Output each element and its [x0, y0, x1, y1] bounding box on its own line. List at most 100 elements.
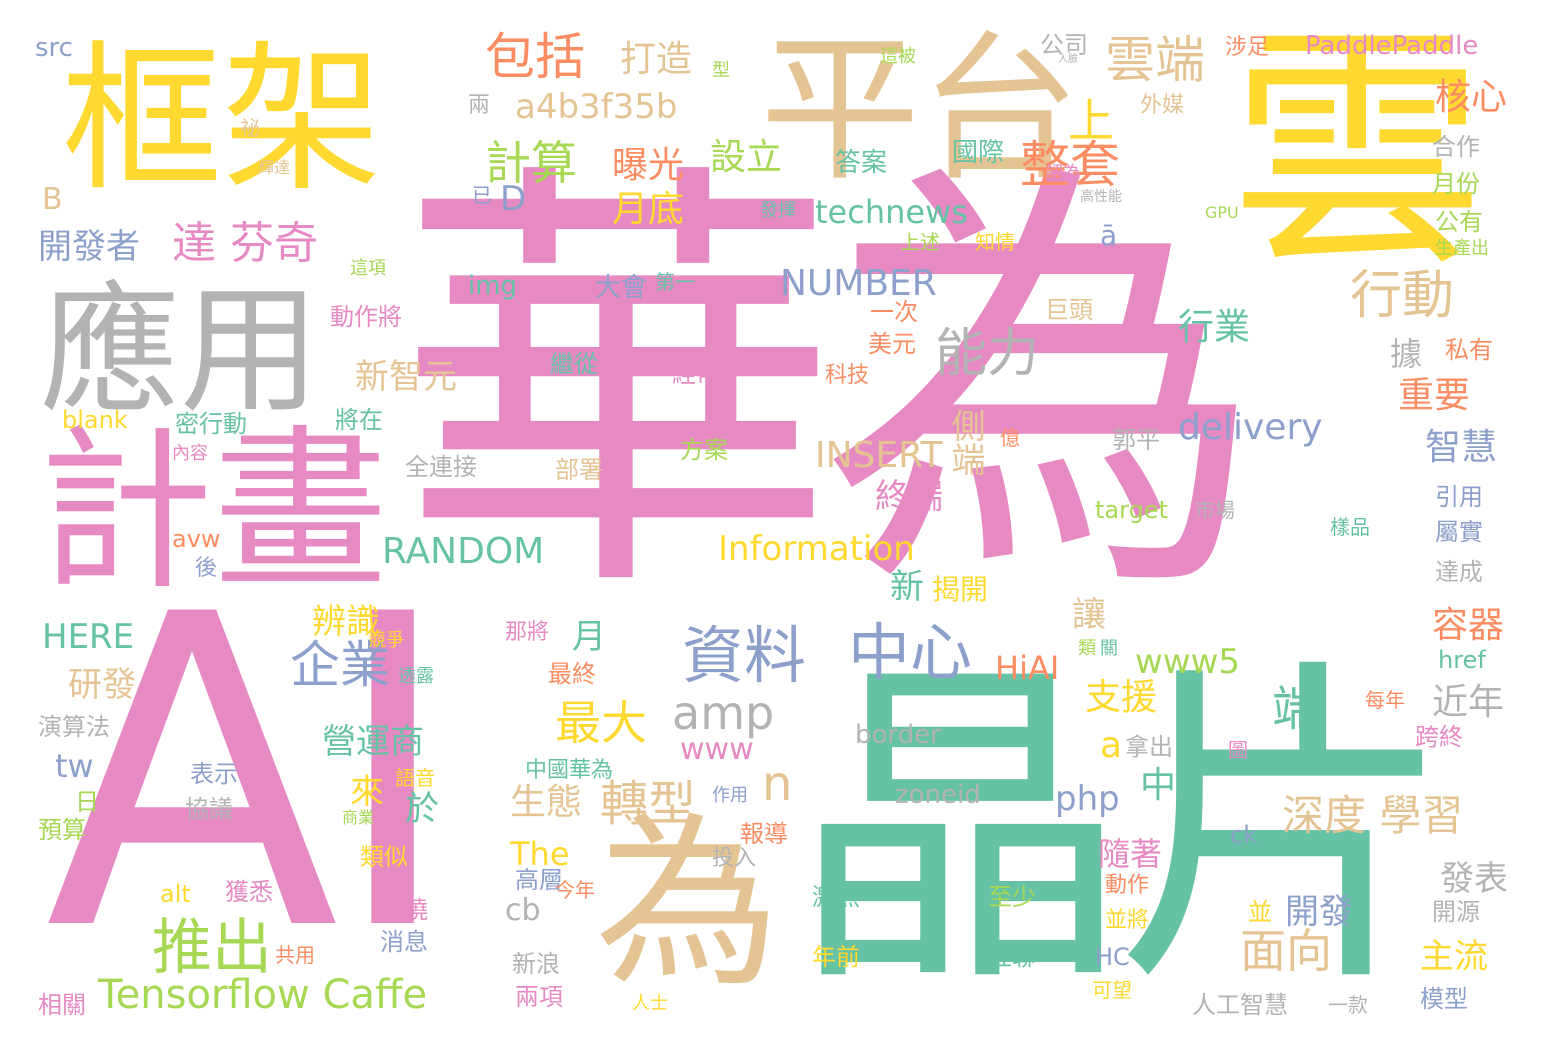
- cloud-word: 能力: [935, 328, 1039, 380]
- cloud-word: 密行動: [175, 412, 247, 436]
- cloud-word: 拿出: [1125, 735, 1173, 759]
- cloud-word: www5: [1135, 645, 1240, 679]
- cloud-word: 來: [350, 775, 384, 809]
- cloud-word: 樣品: [1330, 517, 1370, 537]
- cloud-word: php: [1055, 782, 1120, 816]
- cloud-word: 人士: [632, 995, 668, 1013]
- cloud-word: RANDOM: [382, 534, 544, 570]
- cloud-word: ck: [1230, 823, 1257, 847]
- cloud-word: 預算: [38, 818, 86, 842]
- cloud-word: img: [468, 273, 517, 299]
- cloud-word: 打造: [620, 42, 692, 78]
- cloud-word: 營運商: [322, 725, 424, 759]
- cloud-word: 深度 學習: [1282, 795, 1463, 837]
- cloud-word: 讓: [1072, 598, 1106, 632]
- cloud-word: ā: [1100, 222, 1117, 250]
- cloud-word: 表示: [190, 762, 238, 786]
- cloud-word: 人臉: [1058, 55, 1078, 65]
- cloud-word: 高性能: [1080, 190, 1122, 204]
- cloud-word: 開發者: [38, 230, 140, 264]
- cloud-word: 跨終: [1415, 725, 1463, 749]
- cloud-word: 可望: [1092, 980, 1132, 1000]
- cloud-word: 投入: [712, 848, 756, 870]
- cloud-word: 日: [75, 790, 99, 814]
- cloud-word: 並將: [1105, 910, 1149, 932]
- cloud-word: 涉足: [1225, 37, 1269, 59]
- cloud-word: 國際: [952, 140, 1004, 166]
- cloud-word: zoneid: [895, 782, 981, 808]
- cloud-word: 至少: [988, 885, 1036, 909]
- cloud-word: 關: [1100, 640, 1118, 658]
- cloud-word: 知情: [975, 232, 1015, 252]
- cloud-word: 引用: [1435, 485, 1483, 509]
- cloud-word: 競爭: [368, 632, 404, 650]
- cloud-word: 激烈: [812, 885, 860, 909]
- cloud-word: 郭平: [1112, 428, 1160, 452]
- cloud-word: 隨著: [1098, 838, 1162, 870]
- cloud-word: 達 芬奇: [172, 222, 318, 266]
- cloud-word: 獲悉: [225, 880, 273, 904]
- cloud-word: 一次: [870, 300, 918, 324]
- cloud-word: 最大: [555, 700, 647, 746]
- cloud-word: 重要: [1398, 378, 1470, 414]
- cloud-word: 繼從: [550, 352, 598, 376]
- cloud-word: 框架: [62, 40, 382, 200]
- cloud-word: 生產出: [1435, 240, 1489, 258]
- cloud-word: 全連接: [405, 455, 477, 479]
- cloud-word: 合作: [1432, 135, 1480, 159]
- cloud-word: PaddlePaddle: [1305, 33, 1478, 59]
- cloud-word: amp: [672, 690, 774, 736]
- cloud-word: 報導: [740, 822, 788, 846]
- cloud-word: 輝達: [258, 160, 290, 176]
- cloud-word: 共用: [275, 945, 315, 965]
- cloud-word: 於: [405, 792, 439, 826]
- cloud-word: 每年: [1365, 690, 1405, 710]
- cloud-word: 據: [1390, 338, 1422, 370]
- cloud-word: 答案: [835, 150, 887, 176]
- cloud-word: 達成: [1435, 560, 1483, 584]
- cloud-word: 終端: [875, 480, 943, 514]
- cloud-word: 新: [890, 570, 924, 604]
- cloud-word: HC: [1095, 945, 1130, 969]
- cloud-word: 屬實: [1435, 520, 1483, 544]
- cloud-word: 最終: [548, 662, 596, 686]
- cloud-word: 人工智慧: [1192, 993, 1288, 1017]
- cloud-word: Information: [718, 532, 915, 566]
- cloud-word: tw: [55, 750, 94, 782]
- cloud-word: 推出: [152, 918, 272, 978]
- cloud-word: 生態: [510, 785, 582, 821]
- cloud-word: D: [500, 182, 526, 216]
- cloud-word: 已: [472, 185, 492, 205]
- cloud-word: avw: [172, 527, 221, 551]
- cloud-word: 經常: [672, 362, 720, 386]
- cloud-word: 容器: [1432, 608, 1504, 644]
- cloud-word: 私有: [1445, 338, 1493, 362]
- cloud-word: 部署: [555, 458, 603, 482]
- cloud-word: 支援: [1085, 680, 1157, 716]
- cloud-word: 發揮: [760, 202, 796, 220]
- cloud-word: 中: [1140, 768, 1176, 804]
- cloud-word: technews: [815, 196, 968, 228]
- cloud-word: 主流: [1420, 940, 1488, 974]
- cloud-word: 並: [1248, 900, 1272, 924]
- cloud-word: 資料: [682, 625, 806, 687]
- cloud-word: 揭開: [932, 576, 988, 604]
- cloud-word: 發表: [1440, 862, 1508, 896]
- cloud-word: target: [1095, 498, 1168, 522]
- cloud-word: 行業: [1178, 310, 1250, 346]
- cloud-word: 新智元: [355, 360, 457, 394]
- cloud-word: 兩項: [515, 985, 563, 1009]
- cloud-word: 科技: [825, 365, 869, 387]
- cloud-word: 方案: [680, 438, 728, 462]
- cloud-word: B: [42, 185, 63, 215]
- cloud-word: delivery: [1178, 410, 1323, 446]
- cloud-word: 類似: [360, 845, 408, 869]
- cloud-word: a: [1100, 728, 1122, 764]
- cloud-word: 研發: [68, 668, 136, 702]
- cloud-word: 智慧: [1425, 430, 1497, 466]
- cloud-word: cb: [505, 896, 541, 926]
- cloud-word: 月份: [1432, 172, 1480, 196]
- cloud-word: 將在: [335, 408, 383, 432]
- cloud-word: 型: [712, 62, 730, 80]
